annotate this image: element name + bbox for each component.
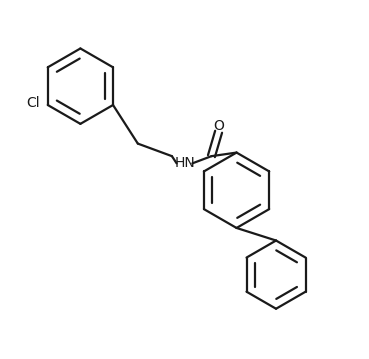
Text: Cl: Cl [26, 96, 40, 110]
Text: HN: HN [174, 157, 195, 170]
Text: O: O [213, 119, 224, 132]
